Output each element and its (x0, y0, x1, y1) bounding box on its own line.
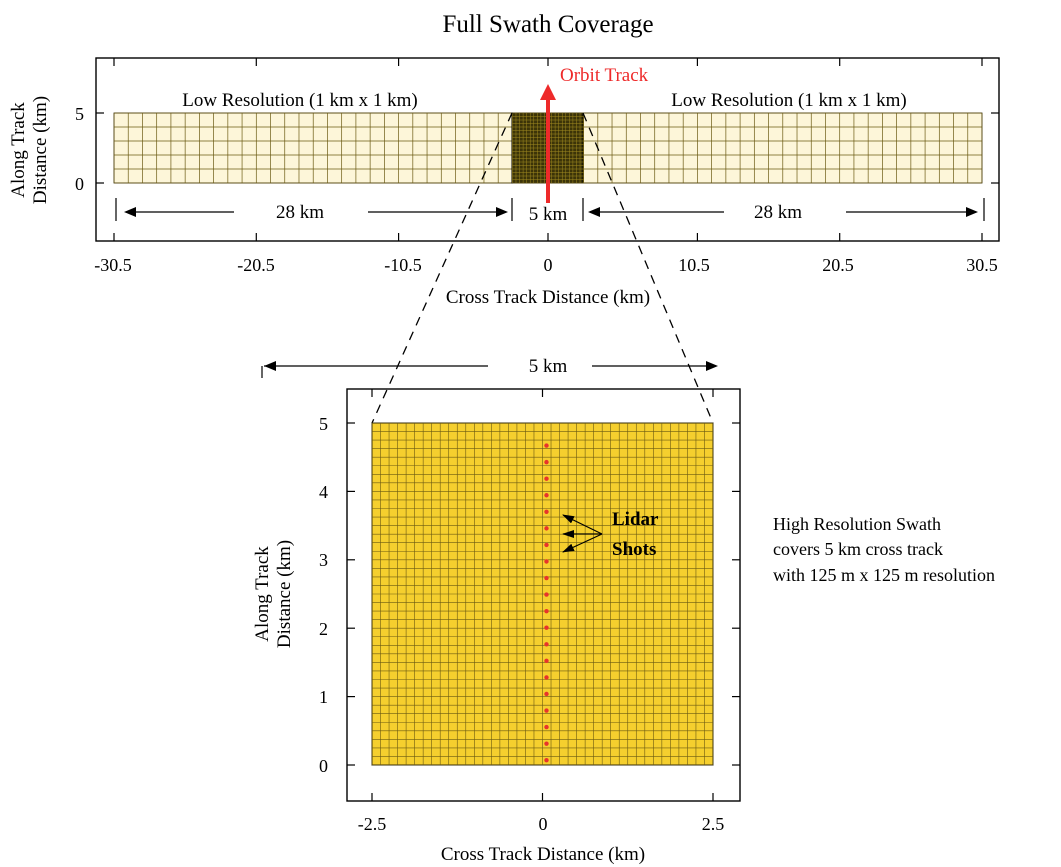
bottom-y-tick-label: 1 (319, 687, 328, 707)
description-line: with 125 m x 125 m resolution (773, 565, 995, 585)
bottom-y-tick-label: 3 (319, 550, 328, 570)
lidar-shot-dot (544, 758, 549, 763)
bottom-y-tick-label: 5 (319, 414, 328, 434)
top-x-tick-label: 0 (544, 255, 553, 275)
description-line: High Resolution Swath (773, 514, 941, 534)
lidar-shot-dot (544, 493, 549, 498)
bottom-x-tick-label: -2.5 (358, 814, 387, 834)
lidar-shots (544, 443, 549, 763)
bottom-y-tick-label: 4 (319, 482, 328, 502)
bottom-panel: Lidar Shots 5 4 3 2 1 0 -2.5 0 2.5 Cross… (252, 388, 741, 865)
lidar-shot-dot (544, 526, 549, 531)
zoom-connector: 5 km (261, 112, 718, 424)
bottom-plot-frame (346, 388, 741, 802)
lidar-shot-dot (544, 724, 549, 730)
zoom-line-right (582, 112, 714, 424)
top-axis-ticks (96, 58, 999, 241)
top-y-tick-label: 0 (75, 174, 84, 194)
arrowhead (588, 207, 600, 217)
lidar-shot-dot (544, 559, 549, 564)
right-span-label: 28 km (754, 202, 802, 223)
top-x-tick-label: -10.5 (384, 255, 422, 275)
top-x-tick-label: -30.5 (94, 255, 132, 275)
bottom-y-tick-label: 0 (319, 756, 328, 776)
top-x-tick-label: 30.5 (966, 255, 998, 275)
orbit-track-label: Orbit Track (560, 65, 649, 86)
lidar-shot-dot (544, 509, 549, 515)
zoom-line-left (371, 112, 513, 424)
low-res-left-label: Low Resolution (1 km x 1 km) (182, 90, 417, 111)
bottom-axis-ticks (347, 389, 740, 801)
top-x-axis-label: Cross Track Distance (km) (446, 287, 650, 308)
top-x-tick-label: 20.5 (822, 255, 854, 275)
lidar-shot-dot (544, 608, 549, 614)
lidar-shot-dot (544, 476, 549, 481)
lidar-shot-dot (544, 625, 549, 630)
bottom-x-axis-label: Cross Track Distance (km) (441, 844, 645, 865)
arrowhead (706, 361, 718, 371)
lidar-shot-dot (544, 675, 549, 680)
top-y-axis-label-line2: Distance (km) (30, 96, 51, 204)
lidar-arrow (562, 533, 603, 553)
left-span-label: 28 km (276, 202, 324, 223)
lidar-shot-dot (544, 642, 549, 647)
lidar-shot-dot (544, 658, 549, 664)
figure-title: Full Swath Coverage (442, 11, 653, 38)
arrowhead (496, 207, 508, 217)
bottom-y-tick-label: 2 (319, 619, 328, 639)
bottom-y-axis-label-line1: Along Track (252, 546, 273, 642)
bottom-x-tick-label: 2.5 (702, 814, 725, 834)
lidar-label-line2: Shots (612, 539, 656, 560)
arrowhead (264, 361, 276, 371)
top-panel: 5 0 -30.5 -20.5 -10.5 0 10.5 20.5 30.5 C… (8, 57, 1000, 308)
low-res-right-label: Low Resolution (1 km x 1 km) (671, 90, 906, 111)
high-res-grid (371, 422, 714, 766)
lidar-shot-dot (544, 741, 549, 746)
low-res-grid-right (583, 112, 983, 184)
lidar-shot-dot (544, 459, 549, 465)
zoom-span-label: 5 km (529, 356, 568, 377)
top-y-axis-label-line1: Along Track (8, 102, 29, 198)
lidar-shot-dot (544, 542, 549, 548)
top-x-tick-label: -20.5 (237, 255, 275, 275)
arrowhead (124, 207, 136, 217)
bottom-y-axis-label-line2: Distance (km) (274, 540, 295, 648)
top-y-tick-label: 5 (75, 104, 84, 124)
lidar-shot-dot (544, 691, 549, 697)
arrowhead (966, 207, 978, 217)
lidar-label-line1: Lidar (612, 509, 659, 530)
center-span-label: 5 km (529, 204, 568, 225)
bottom-x-tick-label: 0 (539, 814, 548, 834)
lidar-shot-dot (544, 575, 549, 581)
lidar-shot-dot (544, 592, 549, 597)
top-x-tick-label: 10.5 (678, 255, 710, 275)
lidar-shot-dot (544, 443, 549, 448)
lidar-shot-dot (544, 708, 549, 713)
description-line: covers 5 km cross track (773, 539, 943, 559)
lidar-arrow (562, 514, 603, 535)
low-res-grid-left (113, 112, 513, 184)
